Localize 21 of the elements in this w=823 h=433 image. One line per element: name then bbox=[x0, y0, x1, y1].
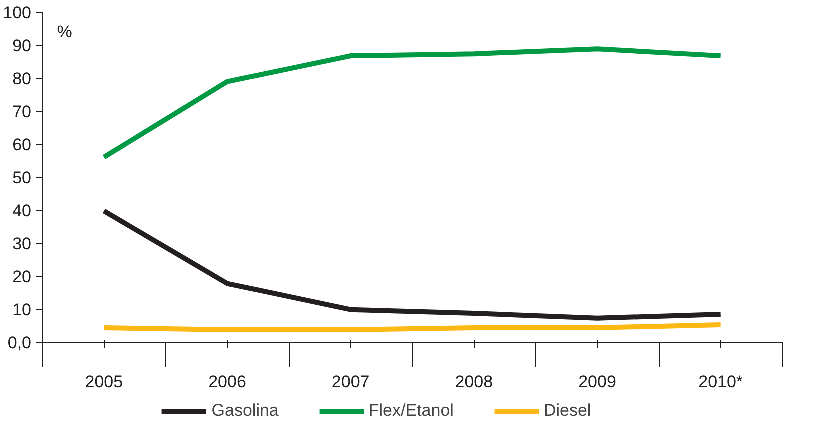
y-tick-label: 90 bbox=[12, 36, 32, 56]
y-tick-label: 80 bbox=[12, 70, 32, 88]
y-tick-label: 20 bbox=[12, 268, 32, 286]
y-tick-label: 0,0 bbox=[8, 334, 32, 352]
x-tick-label: 2005 bbox=[85, 372, 124, 392]
x-tick-label: 2010* bbox=[698, 372, 744, 392]
legend-label: Gasolina bbox=[212, 401, 279, 421]
y-tick-label: 30 bbox=[12, 234, 32, 254]
y-tick-label: 60 bbox=[12, 136, 32, 154]
y-tick-label: 50 bbox=[12, 168, 32, 188]
y-tick-label: 100 bbox=[3, 4, 32, 22]
y-tick-label: 10 bbox=[12, 300, 32, 320]
x-tick-label: 2007 bbox=[332, 372, 370, 392]
x-tick-label: 2008 bbox=[455, 372, 494, 392]
x-tick-label: 2006 bbox=[208, 372, 246, 392]
legend-label: Flex/Etanol bbox=[368, 401, 454, 421]
y-tick-label: 70 bbox=[12, 102, 32, 122]
y-tick-label: 40 bbox=[12, 202, 32, 220]
x-tick-label: 2009 bbox=[578, 372, 616, 392]
legend-label: Diesel bbox=[544, 401, 592, 421]
annotation: % bbox=[57, 22, 72, 42]
